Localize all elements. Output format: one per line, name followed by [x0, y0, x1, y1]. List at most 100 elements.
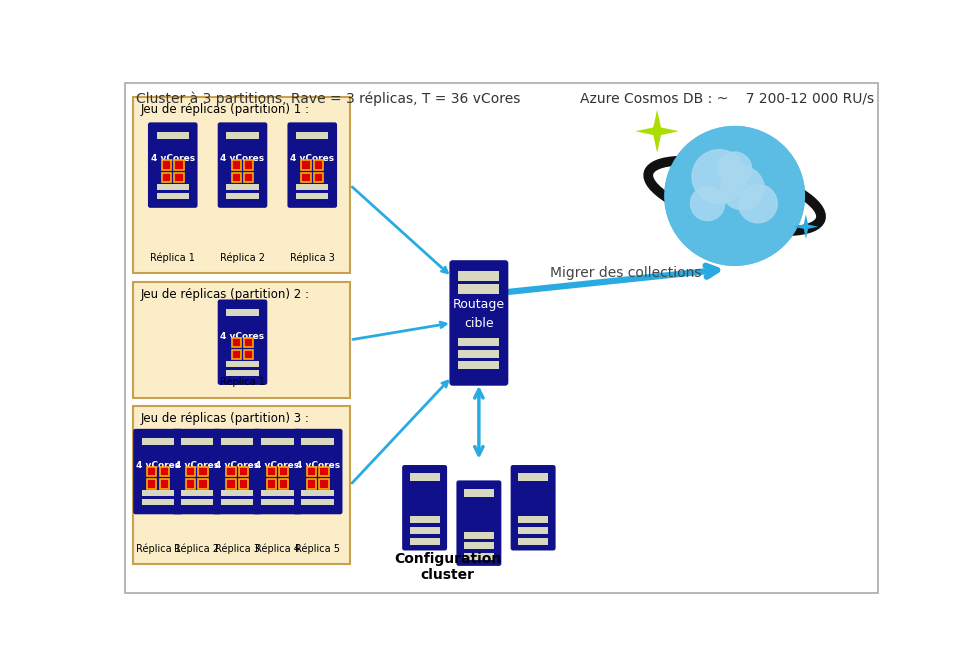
Circle shape — [737, 184, 777, 223]
Bar — [156, 193, 189, 199]
Bar — [279, 467, 288, 476]
Text: 4 vCores: 4 vCores — [289, 155, 333, 163]
FancyBboxPatch shape — [511, 465, 556, 551]
Text: Jeu de réplicas (partition) 2 :: Jeu de réplicas (partition) 2 : — [141, 288, 310, 302]
Text: Réplica 2: Réplica 2 — [220, 252, 265, 263]
Bar — [226, 131, 258, 139]
Circle shape — [691, 149, 745, 204]
Bar — [314, 173, 323, 182]
Bar — [142, 490, 174, 496]
FancyBboxPatch shape — [456, 480, 501, 566]
Text: Migrer des collections: Migrer des collections — [550, 266, 701, 280]
Text: 4 vCores: 4 vCores — [255, 461, 299, 470]
FancyBboxPatch shape — [148, 123, 198, 208]
Text: Réplica 5: Réplica 5 — [295, 543, 339, 554]
Text: Réplica 4: Réplica 4 — [254, 543, 299, 554]
Text: Jeu de réplicas (partition) 1 :: Jeu de réplicas (partition) 1 : — [141, 103, 310, 117]
Bar — [226, 193, 258, 199]
FancyBboxPatch shape — [217, 123, 267, 208]
FancyBboxPatch shape — [133, 429, 183, 515]
Bar — [159, 479, 168, 488]
Polygon shape — [635, 110, 678, 153]
Circle shape — [720, 167, 763, 210]
Text: 4 vCores: 4 vCores — [136, 461, 180, 470]
Bar — [295, 184, 328, 190]
Bar — [232, 338, 241, 347]
FancyBboxPatch shape — [133, 406, 350, 564]
Text: 4 vCores: 4 vCores — [151, 155, 195, 163]
Bar — [261, 490, 293, 496]
Bar — [232, 161, 241, 170]
Bar — [161, 173, 171, 182]
Bar — [458, 350, 499, 358]
Text: Jeu de réplicas (partition) 3 :: Jeu de réplicas (partition) 3 : — [141, 412, 309, 425]
Bar — [142, 499, 174, 505]
Bar — [147, 479, 156, 488]
Text: Réplica 1: Réplica 1 — [135, 543, 180, 554]
Bar — [458, 271, 499, 281]
FancyBboxPatch shape — [292, 429, 342, 515]
Circle shape — [691, 149, 745, 204]
FancyBboxPatch shape — [252, 429, 302, 515]
Bar — [301, 499, 333, 505]
Bar — [226, 309, 258, 316]
FancyBboxPatch shape — [288, 123, 336, 208]
Text: Azure Cosmos DB : ~    7 200-12 000 RU/s: Azure Cosmos DB : ~ 7 200-12 000 RU/s — [579, 92, 872, 106]
Bar — [409, 516, 439, 523]
Text: Réplica 1: Réplica 1 — [151, 252, 195, 263]
Bar — [199, 479, 207, 488]
Bar — [156, 131, 189, 139]
FancyBboxPatch shape — [212, 429, 261, 515]
Bar — [301, 438, 333, 445]
Bar — [517, 474, 548, 481]
Bar — [180, 499, 213, 505]
Text: 4 vCores: 4 vCores — [215, 461, 259, 470]
Bar — [186, 467, 195, 476]
Bar — [314, 161, 323, 170]
Text: Réplica 1: Réplica 1 — [220, 377, 265, 387]
Bar — [266, 479, 276, 488]
Text: 4 vCores: 4 vCores — [220, 155, 264, 163]
Bar — [517, 538, 548, 545]
Text: Routage
cible: Routage cible — [453, 297, 505, 330]
Text: Réplica 2: Réplica 2 — [174, 543, 219, 554]
Bar — [159, 467, 168, 476]
Bar — [409, 527, 439, 534]
Bar — [226, 467, 236, 476]
Bar — [295, 131, 328, 139]
Circle shape — [689, 187, 724, 220]
Bar — [142, 438, 174, 445]
Bar — [517, 516, 548, 523]
Bar — [180, 490, 213, 496]
Bar — [319, 467, 329, 476]
Text: Réplica 3: Réplica 3 — [214, 543, 259, 554]
Bar — [295, 193, 328, 199]
Text: Configuration
cluster: Configuration cluster — [394, 552, 501, 582]
Circle shape — [664, 127, 804, 265]
Bar — [239, 467, 247, 476]
Bar — [221, 490, 253, 496]
Bar — [244, 338, 253, 347]
Bar — [180, 438, 213, 445]
FancyBboxPatch shape — [133, 282, 350, 397]
FancyBboxPatch shape — [402, 465, 447, 551]
Bar — [319, 479, 329, 488]
Polygon shape — [793, 214, 818, 239]
Bar — [244, 173, 253, 182]
Bar — [226, 370, 258, 376]
FancyBboxPatch shape — [172, 429, 221, 515]
Bar — [266, 467, 276, 476]
Bar — [458, 361, 499, 369]
Bar — [221, 499, 253, 505]
Bar — [174, 161, 184, 170]
Bar — [244, 161, 253, 170]
Bar — [464, 543, 494, 549]
Bar — [226, 479, 236, 488]
Bar — [458, 338, 499, 346]
Bar — [232, 350, 241, 359]
Text: 4 vCores: 4 vCores — [174, 461, 219, 470]
Bar — [458, 285, 499, 293]
Circle shape — [664, 127, 804, 265]
Bar — [199, 467, 207, 476]
Text: Cluster à 3 partitions, Rave = 3 réplicas, T = 36 vCores: Cluster à 3 partitions, Rave = 3 réplica… — [136, 92, 520, 107]
